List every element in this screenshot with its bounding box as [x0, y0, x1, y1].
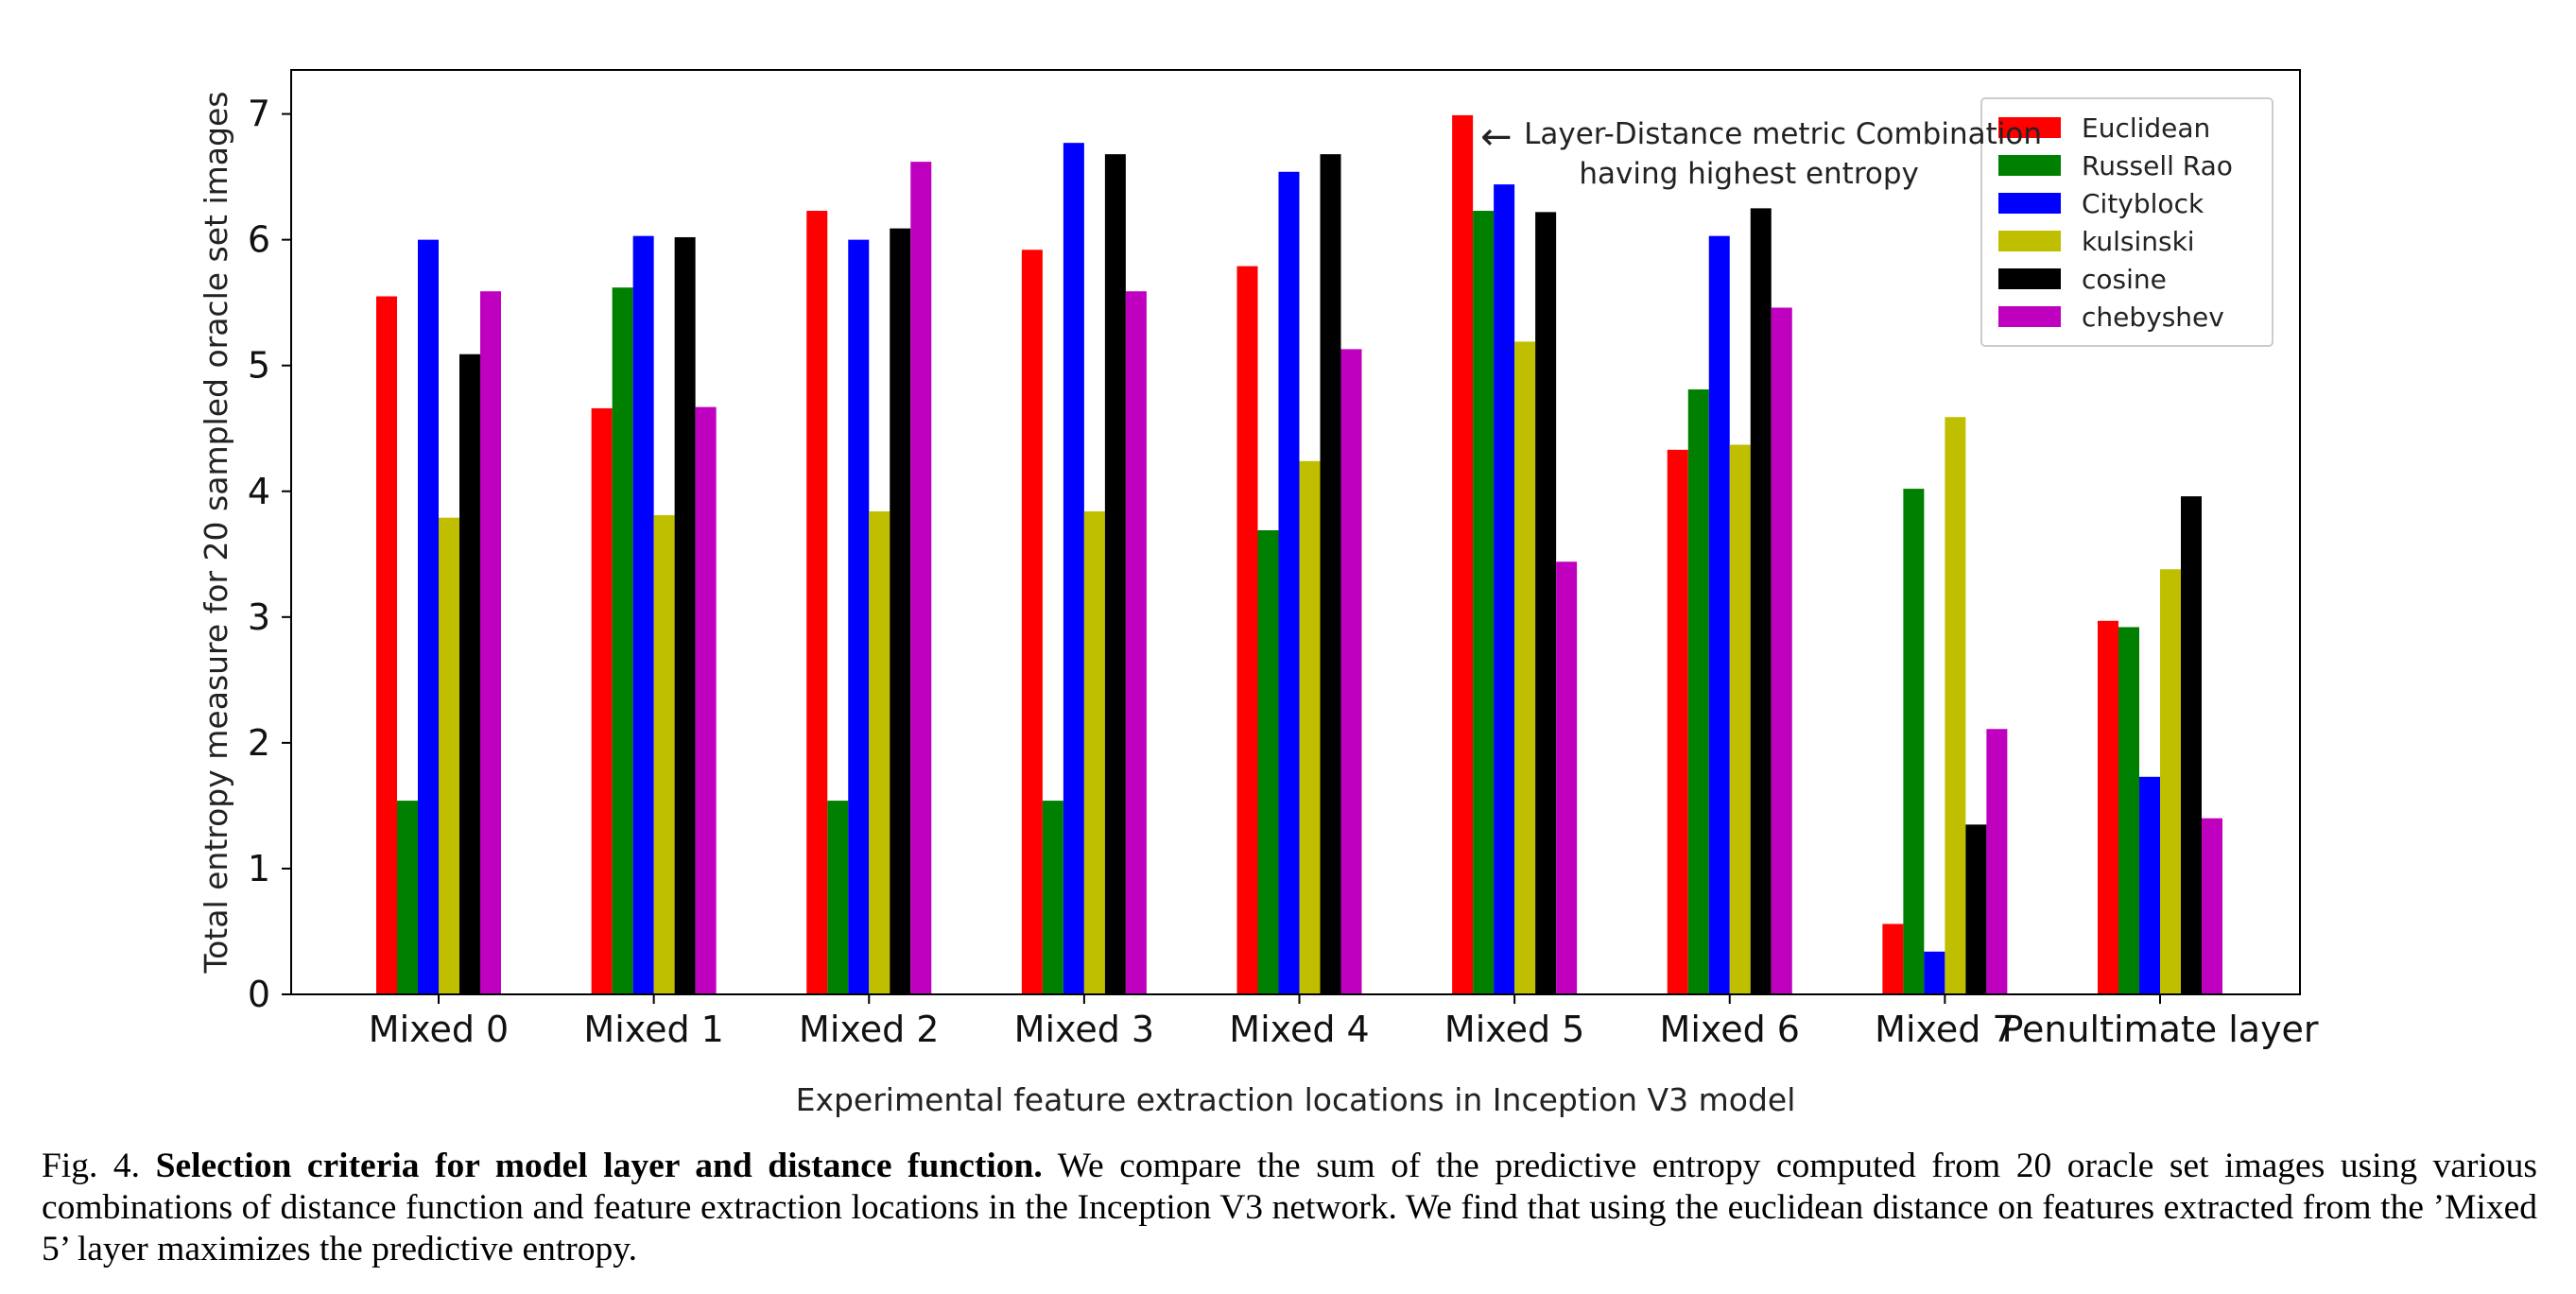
bar-euclidean-mixed-6	[1667, 449, 1688, 994]
y-tick-label: 6	[248, 219, 270, 261]
plot-frame	[290, 69, 2301, 995]
x-tick-label: Mixed 2	[799, 1009, 939, 1050]
bar-cosine-mixed-1	[674, 236, 696, 994]
bar-cityblock-penultimate-layer	[2139, 776, 2160, 994]
y-axis-label: Total entropy measure for 20 sampled ora…	[198, 92, 234, 975]
legend-label: Russell Rao	[2082, 150, 2233, 181]
y-tick-label: 2	[248, 722, 270, 764]
bar-cosine-penultimate-layer	[2181, 496, 2202, 994]
y-tick-label: 3	[248, 596, 270, 638]
bar-kulsinski-penultimate-layer	[2160, 569, 2181, 994]
x-tick-label: Penultimate layer	[2001, 1009, 2318, 1050]
bar-chebyshev-mixed-4	[1340, 349, 1362, 995]
x-tick-label: Mixed 1	[583, 1009, 723, 1050]
legend-label: chebyshev	[2082, 302, 2224, 333]
bar-euclidean-mixed-5	[1452, 114, 1474, 994]
bar-chebyshev-mixed-6	[1771, 307, 1792, 994]
bars-group	[376, 114, 2222, 995]
x-tick-label: Mixed 3	[1014, 1009, 1154, 1050]
legend-swatch	[1998, 231, 2061, 251]
caption-title: Selection criteria for model layer and d…	[155, 1147, 1043, 1185]
bar-cosine-mixed-0	[459, 354, 480, 994]
bar-chebyshev-mixed-1	[695, 406, 717, 994]
x-axis-label: Experimental feature extraction location…	[796, 1081, 1796, 1118]
bar-kulsinski-mixed-7	[1945, 417, 1966, 994]
bar-euclidean-mixed-1	[591, 407, 613, 994]
bar-cosine-mixed-4	[1320, 154, 1341, 995]
figure-caption: Fig. 4. Selection criteria for model lay…	[42, 1146, 2537, 1270]
bar-chebyshev-mixed-2	[910, 162, 932, 994]
bar-chebyshev-penultimate-layer	[2202, 818, 2222, 994]
bar-kulsinski-mixed-6	[1729, 444, 1751, 994]
bar-chebyshev-mixed-7	[1986, 729, 2008, 994]
caption-label: Fig. 4.	[42, 1147, 141, 1185]
x-tick-label: Mixed 5	[1444, 1009, 1584, 1050]
y-tick-label: 5	[248, 345, 270, 387]
bar-euclidean-mixed-0	[376, 296, 397, 994]
bar-chebyshev-mixed-0	[480, 291, 501, 994]
legend-swatch	[1998, 268, 2061, 289]
caption-body: We compare the sum of the predictive ent…	[42, 1147, 2538, 1268]
bar-russell-rao-mixed-6	[1687, 388, 1709, 994]
y-tick-label: 0	[248, 974, 270, 1015]
legend-label: Cityblock	[2082, 188, 2204, 219]
legend-label: cosine	[2082, 264, 2167, 295]
bar-russell-rao-mixed-3	[1042, 801, 1063, 994]
bar-russell-rao-penultimate-layer	[2118, 627, 2139, 994]
y-tick-label: 7	[248, 94, 270, 135]
bar-euclidean-mixed-3	[1021, 250, 1043, 994]
bar-cosine-mixed-5	[1535, 212, 1557, 994]
bar-euclidean-penultimate-layer	[2098, 620, 2118, 994]
bar-cosine-mixed-2	[890, 228, 911, 994]
bar-russell-rao-mixed-5	[1473, 211, 1495, 994]
legend-swatch	[1998, 117, 2061, 138]
y-tick-label: 4	[248, 471, 270, 512]
highest-entropy-annotation: ← Layer-Distance metric Combination havi…	[1480, 115, 2042, 191]
bar-cosine-mixed-3	[1104, 154, 1126, 995]
bar-euclidean-mixed-7	[1882, 923, 1904, 994]
bar-russell-rao-mixed-2	[827, 801, 849, 994]
legend-label: Euclidean	[2082, 112, 2210, 144]
annotation-line-2: having highest entropy	[1579, 157, 1919, 191]
bar-kulsinski-mixed-2	[869, 511, 890, 994]
bar-cityblock-mixed-3	[1063, 143, 1084, 994]
x-tick-label: Mixed 4	[1229, 1009, 1369, 1050]
y-tick-label: 1	[248, 848, 270, 889]
bar-cityblock-mixed-2	[848, 239, 870, 994]
bar-chebyshev-mixed-3	[1125, 291, 1147, 994]
bar-cityblock-mixed-7	[1924, 951, 1945, 994]
bar-kulsinski-mixed-5	[1514, 341, 1536, 994]
x-tick-label: Mixed 6	[1660, 1009, 1800, 1050]
bar-kulsinski-mixed-3	[1083, 511, 1105, 994]
x-axis: Mixed 0 Mixed 1 Mixed 2 Mixed 3 Mixed 4 Mixed…	[369, 994, 2319, 1050]
legend-swatch	[1998, 306, 2061, 327]
bar-russell-rao-mixed-0	[397, 801, 418, 994]
legend-swatch	[1998, 193, 2061, 214]
bar-cityblock-mixed-1	[632, 235, 654, 995]
legend: Euclidean Russell Rao Cityblock kulsinski co…	[1980, 97, 2273, 347]
annotation-line-1: Layer-Distance metric Combination	[1524, 117, 2042, 151]
annotation-arrow: ←	[1480, 115, 1513, 159]
bar-cosine-mixed-6	[1750, 208, 1772, 995]
bar-kulsinski-mixed-0	[439, 517, 459, 994]
bar-russell-rao-mixed-1	[612, 287, 633, 994]
bar-cityblock-mixed-6	[1708, 235, 1730, 995]
y-axis: 0 1 2 3 4 5 6 7	[248, 94, 291, 1015]
bar-kulsinski-mixed-4	[1299, 460, 1321, 994]
bar-euclidean-mixed-2	[806, 211, 828, 994]
legend-label: kulsinski	[2082, 226, 2195, 257]
bar-kulsinski-mixed-1	[653, 515, 675, 994]
x-tick-label: Mixed 7	[1875, 1009, 2014, 1050]
legend-swatch	[1998, 155, 2061, 176]
bar-cityblock-mixed-5	[1494, 184, 1515, 995]
bar-cosine-mixed-7	[1965, 824, 1987, 994]
bar-cityblock-mixed-0	[418, 239, 439, 994]
bar-russell-rao-mixed-7	[1903, 489, 1925, 994]
bar-russell-rao-mixed-4	[1257, 530, 1279, 994]
bar-cityblock-mixed-4	[1278, 171, 1300, 994]
bar-euclidean-mixed-4	[1236, 266, 1258, 994]
x-tick-label: Mixed 0	[369, 1009, 509, 1050]
bar-chebyshev-mixed-5	[1556, 561, 1578, 994]
